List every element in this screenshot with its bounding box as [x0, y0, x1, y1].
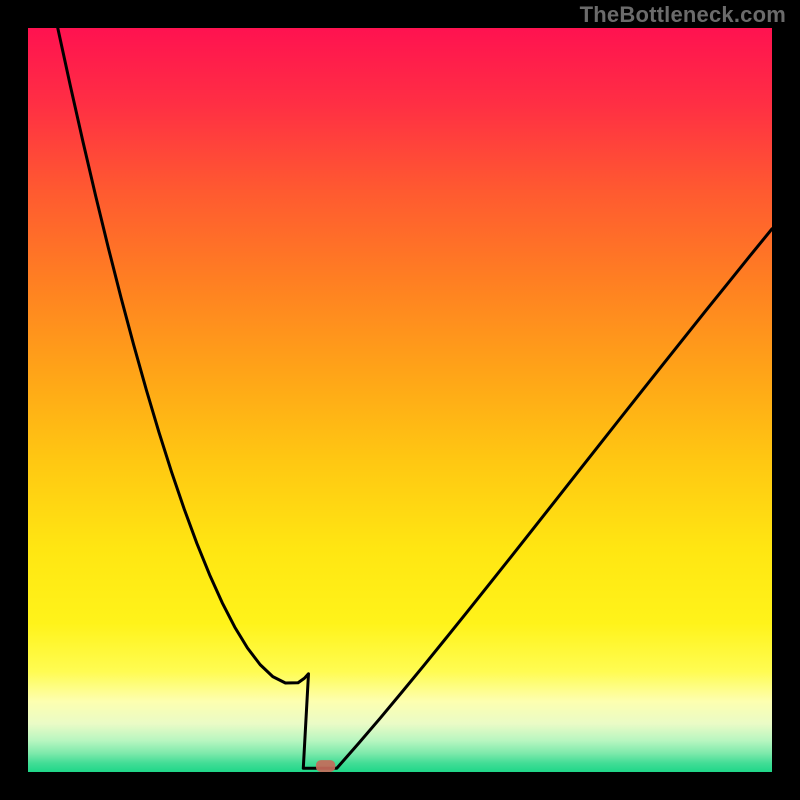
- plot-background: [28, 28, 772, 772]
- bottleneck-chart: [28, 28, 772, 772]
- watermark-text: TheBottleneck.com: [580, 2, 786, 28]
- chart-frame: TheBottleneck.com: [0, 0, 800, 800]
- minimum-marker: [316, 760, 335, 772]
